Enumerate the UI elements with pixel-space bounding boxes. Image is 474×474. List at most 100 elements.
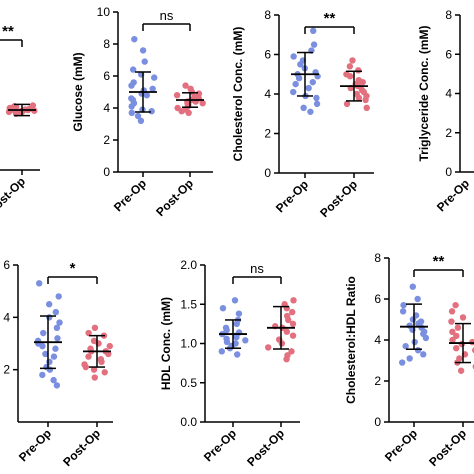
data-point (457, 367, 465, 374)
data-point (137, 117, 145, 125)
y-tick-label: 4 (374, 333, 381, 347)
x-tick-label: Post-Op (317, 177, 360, 220)
y-tick-label: 1.0 (180, 337, 197, 351)
data-point (309, 78, 316, 86)
significance-label: ns (250, 261, 264, 276)
data-point (414, 295, 421, 303)
data-point (91, 374, 98, 381)
data-point (289, 320, 297, 328)
data-point (50, 353, 58, 360)
data-point (223, 326, 230, 334)
data-point (131, 36, 138, 43)
data-point (452, 301, 459, 309)
significance-label: ns (160, 8, 174, 23)
data-point (90, 366, 98, 373)
y-tick-label: 4 (103, 101, 110, 115)
data-point (45, 301, 53, 308)
data-point (297, 61, 304, 68)
y-axis-title: Triglyceride Conc. (mM) (417, 25, 431, 161)
y-axis-title: Glucose (mM) (71, 52, 85, 131)
data-point (36, 280, 43, 287)
panel-hdl: 0.0 0.5 1.0 1.5 2.0 HDL Conc. (mM) Pre-Op Post-… (159, 258, 300, 469)
data-point (148, 108, 155, 115)
x-tick-label: Post-Op (0, 174, 28, 217)
data-point (53, 382, 61, 389)
data-point (128, 82, 135, 89)
y-tick-label: 0.5 (180, 376, 197, 390)
data-point (449, 328, 456, 335)
data-point (346, 73, 354, 80)
x-tick-label: Pre-Op (434, 176, 472, 214)
panel-lower-left: 2 4 6 Pre-Op Post-Op * (3, 258, 113, 469)
x-tick-label: Pre-Op (382, 426, 420, 464)
data-point (362, 96, 369, 104)
data-point (289, 308, 296, 316)
data-point (300, 104, 307, 112)
x-tick-label: Post-Op (244, 426, 287, 469)
data-point (219, 304, 227, 312)
data-point (128, 109, 135, 117)
data-point (185, 109, 192, 117)
y-tick-label: 4 (445, 87, 452, 101)
y-tick-label: 2.0 (180, 258, 197, 272)
data-point (398, 359, 406, 366)
data-point (292, 80, 299, 88)
y-tick-label: 6 (3, 258, 10, 272)
y-tick-label: 6 (264, 48, 271, 62)
data-point (355, 67, 362, 74)
x-tick-label: Pre-Op (201, 426, 239, 464)
y-tick-label: 8 (374, 251, 381, 265)
y-axis-title: Cholesterol:HDL Ratio (344, 276, 358, 404)
data-point (307, 108, 314, 115)
panel-cholesterol-hdl-ratio: 0 2 4 6 8 Cholesterol:HDL Ratio Pre-Op Post-Op *… (344, 251, 474, 469)
y-tick-label: 0 (374, 415, 381, 429)
data-point (290, 53, 297, 60)
data-point (101, 369, 108, 376)
data-point (363, 104, 370, 112)
y-tick-label: 2 (445, 126, 452, 140)
data-point (449, 336, 456, 344)
data-point (85, 329, 92, 337)
data-point (129, 66, 137, 73)
data-point (134, 112, 142, 120)
data-point (178, 108, 185, 115)
data-point (39, 371, 46, 379)
data-point (46, 314, 53, 321)
data-point (414, 347, 422, 354)
data-point (448, 318, 455, 325)
y-tick-label: 6 (103, 69, 110, 83)
data-point (91, 324, 99, 331)
y-tick-label: 0 (103, 165, 110, 179)
x-tick-label: Pre-Op (111, 176, 149, 214)
data-point (343, 100, 351, 108)
y-tick-label: 2 (264, 127, 271, 141)
data-point (40, 329, 47, 337)
data-point (289, 332, 297, 339)
data-point (406, 355, 413, 362)
data-point (56, 319, 63, 326)
data-point (402, 342, 409, 350)
data-point (459, 314, 467, 321)
y-tick-label: 8 (445, 8, 452, 22)
data-point (139, 47, 147, 54)
data-point (453, 332, 460, 340)
data-point (151, 74, 158, 81)
data-point (54, 335, 61, 342)
data-point (290, 297, 297, 304)
panel-cholesterol: 0 2 4 6 8 Cholesterol Conc. (mM) Pre-Op Post-Op… (231, 8, 374, 220)
y-tick-label: 1.5 (180, 297, 197, 311)
y-tick-label: 0 (264, 166, 271, 180)
data-point (355, 94, 363, 102)
data-point (448, 308, 456, 315)
data-point (42, 350, 49, 358)
data-point (53, 324, 61, 331)
x-tick-label: Post-Op (60, 426, 103, 469)
significance-label: ** (433, 253, 445, 270)
data-point (295, 75, 303, 82)
data-point (39, 342, 46, 350)
data-point (231, 297, 239, 304)
data-point (13, 103, 20, 111)
data-point (182, 82, 189, 89)
data-point (233, 334, 240, 341)
